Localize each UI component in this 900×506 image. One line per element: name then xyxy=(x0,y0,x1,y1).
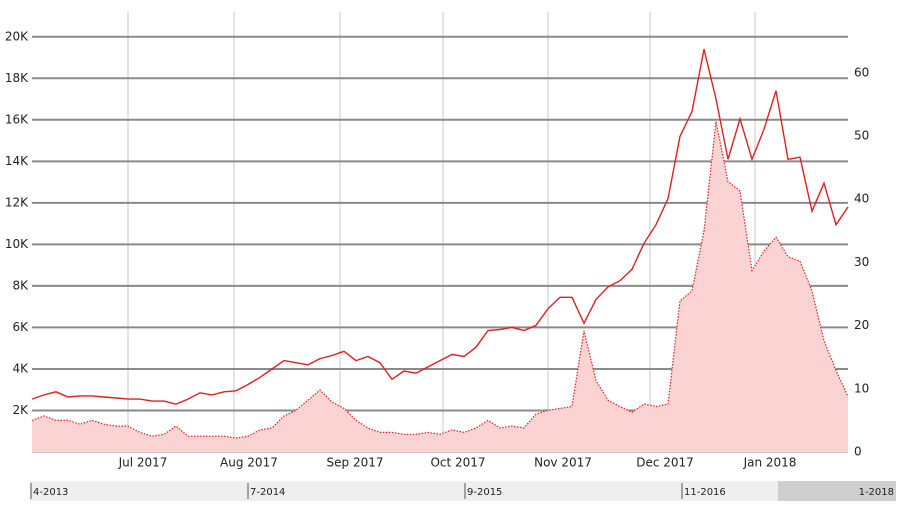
line xyxy=(31,121,849,439)
y-tick-label: 18K xyxy=(5,71,29,85)
x-tick-label: Aug 2017 xyxy=(220,456,278,470)
y2-tick-label: 60 xyxy=(854,65,869,79)
navigator-label: 4-2013 xyxy=(33,487,68,498)
x-tick-label: Sep 2017 xyxy=(327,456,384,470)
y2-tick-label: 10 xyxy=(854,381,869,395)
navigator: 4-2013 7-2014 9-2015 11-2016 1-2018 xyxy=(30,481,896,501)
y-tick-label: 8K xyxy=(12,278,29,292)
x-tick-label: Dec 2017 xyxy=(636,456,694,470)
y-tick-label: 2K xyxy=(12,403,29,417)
x-tick-label: Oct 2017 xyxy=(430,456,485,470)
line xyxy=(31,49,849,405)
navigator-selection xyxy=(778,481,896,501)
x-tick-label: Jul 2017 xyxy=(118,456,168,470)
navigator-label: 9-2015 xyxy=(467,487,502,498)
y-tick-label: 16K xyxy=(5,112,29,126)
navigator-label: 11-2016 xyxy=(684,487,726,498)
x-tick-label: Nov 2017 xyxy=(534,456,592,470)
navigator-label: 7-2014 xyxy=(250,487,285,498)
area xyxy=(32,121,848,452)
y2-tick-label: 40 xyxy=(854,192,869,206)
navigator-track xyxy=(30,481,896,501)
y-tick-label: 6K xyxy=(12,320,29,334)
y-tick-label: 4K xyxy=(12,361,29,375)
y2-tick-label: 50 xyxy=(854,129,869,143)
y-tick-label: 12K xyxy=(5,195,29,209)
y2-tick-label: 20 xyxy=(854,318,869,332)
y-tick-label: 20K xyxy=(5,29,29,43)
navigator-label: 1-2018 xyxy=(859,487,894,498)
y-tick-label: 10K xyxy=(5,237,29,251)
y2-tick-label: 30 xyxy=(854,255,869,269)
x-tick-label: Jan 2018 xyxy=(743,456,797,470)
y-tick-label: 14K xyxy=(5,154,29,168)
y2-tick-label: 0 xyxy=(854,445,862,459)
